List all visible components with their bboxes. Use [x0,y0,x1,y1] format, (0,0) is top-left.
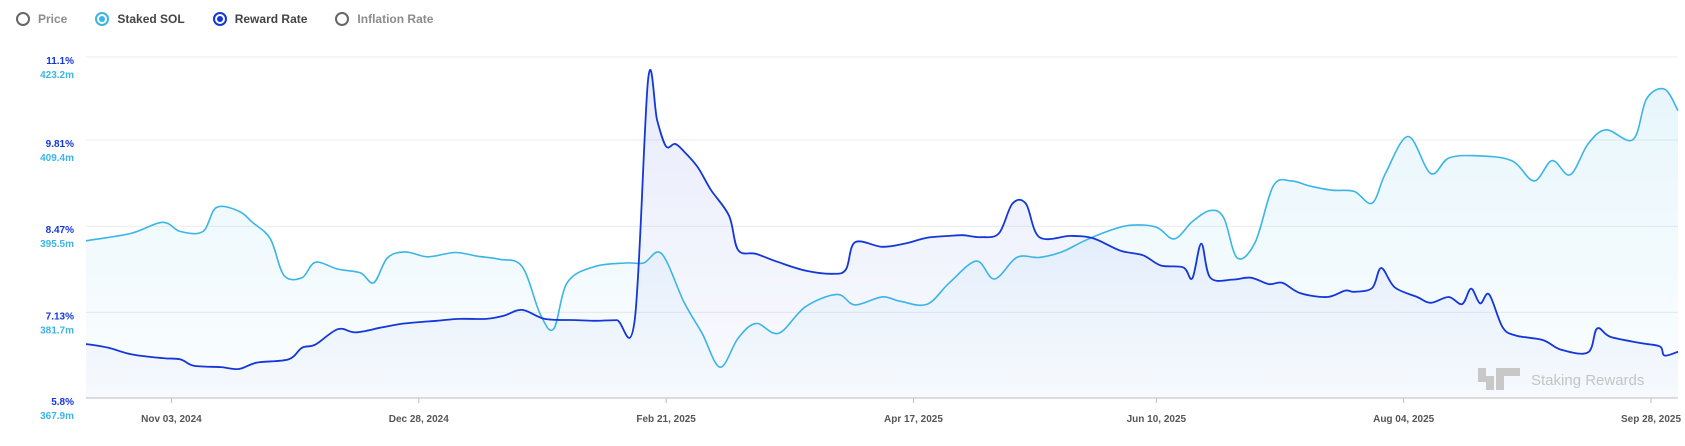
legend-item-inflation-rate[interactable]: Inflation Rate [335,12,433,26]
watermark: Staking Rewards [1478,368,1644,390]
x-tick-label: Dec 28, 2024 [389,414,449,425]
y-right-tick-label: 381.7m [40,325,74,336]
y-right-tick-label: 409.4m [40,153,74,164]
legend-label-reward-rate: Reward Rate [234,12,308,26]
series-lines [85,69,1679,371]
reward-rate-line [85,69,1679,371]
legend-item-staked-sol[interactable]: Staked SOL [95,12,185,26]
x-tick-label: Sep 28, 2025 [1621,414,1681,425]
x-axis: Nov 03, 2024 Dec 28, 2024 Feb 21, 2025 Apr … [86,397,1681,425]
radio-reward-rate[interactable] [212,12,227,26]
staking-rewards-logo-icon [1478,368,1520,390]
x-tick-label: Aug 04, 2025 [1373,414,1435,425]
y-left-tick-label: 9.81% [46,139,74,150]
y-left-tick-label: 7.13% [46,311,74,322]
radio-price[interactable] [16,12,30,26]
legend-label-inflation-rate: Inflation Rate [357,12,434,26]
legend-item-reward-rate[interactable]: Reward Rate [212,12,308,26]
y-right-tick-label: 367.9m [40,411,74,422]
series-areas [86,69,1678,399]
staked-sol-line [85,87,1679,368]
y-left-tick-label: 8.47% [46,225,74,236]
chart-legend: Price Staked SOL Reward Rate Inflation R… [16,12,433,26]
x-tick-label: Feb 21, 2025 [636,414,696,425]
radio-staked-sol[interactable] [95,12,110,26]
legend-label-staked-sol: Staked SOL [117,12,185,26]
legend-item-price[interactable]: Price [16,12,67,26]
watermark-text: Staking Rewards [1531,372,1644,389]
y-right-tick-label: 423.2m [40,70,74,81]
x-tick-label: Apr 17, 2025 [884,414,943,425]
y-left-tick-label: 11.1% [46,56,74,67]
reward-rate-area [86,69,1678,398]
radio-inflation-rate[interactable] [335,12,350,26]
y-right-tick-label: 395.5m [40,239,74,250]
x-tick-label: Nov 03, 2024 [141,414,202,425]
y-left-tick-label: 5.8% [51,397,74,408]
y-axis-labels: 11.1% 423.2m 9.81% 409.4m 8.47% 395.5m 7.13% 38… [40,56,74,422]
legend-label-price: Price [38,12,68,26]
x-tick-label: Jun 10, 2025 [1127,414,1187,425]
